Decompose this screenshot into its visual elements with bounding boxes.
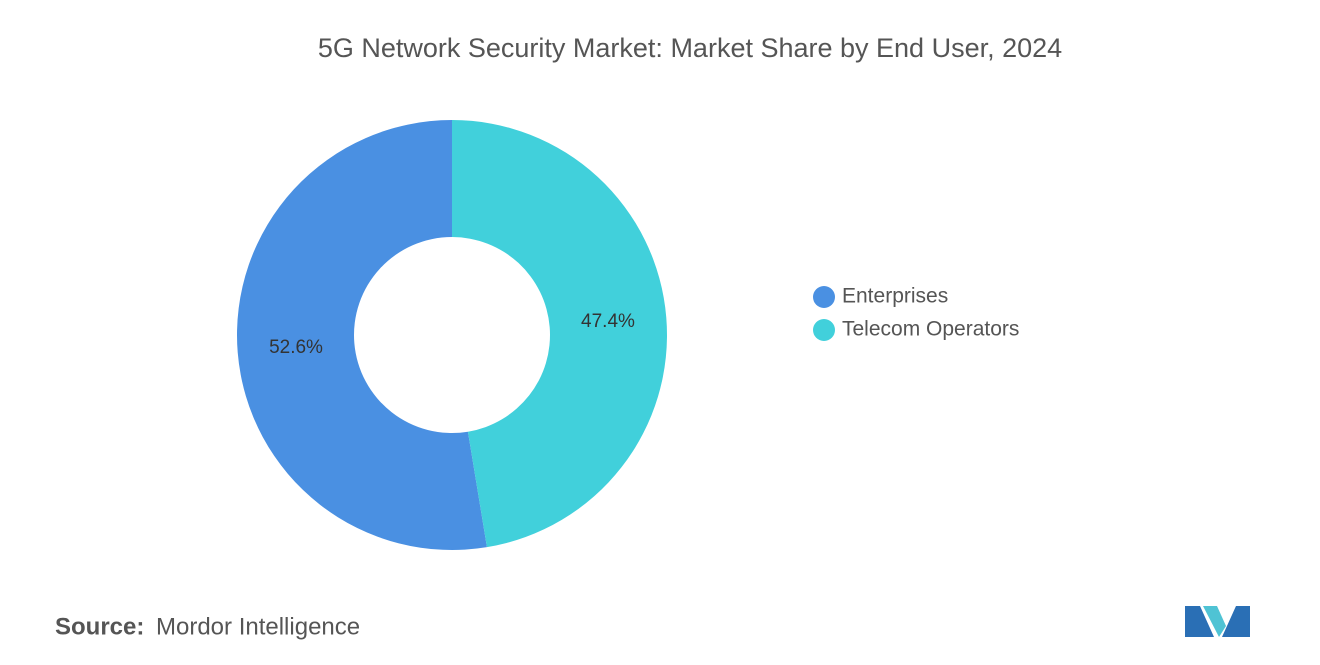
legend-label: Telecom Operators (842, 318, 1019, 341)
legend-label: Enterprises (842, 285, 948, 308)
source-label: Source: (55, 613, 144, 640)
donut-segment (236, 120, 487, 551)
chart-title: 5G Network Security Market: Market Share… (318, 33, 1062, 63)
legend-marker (813, 319, 835, 341)
value-label: 47.4% (581, 311, 635, 332)
value-label: 52.6% (269, 337, 323, 358)
legend: Enterprises Telecom Operators (813, 285, 1019, 341)
logo-shape (1222, 606, 1250, 637)
legend-marker (813, 286, 835, 308)
donut: 52.6% 47.4% (236, 120, 667, 551)
logo-shape (1185, 606, 1214, 637)
source-name: Mordor Intelligence (156, 613, 360, 640)
logo-shape (1203, 606, 1226, 637)
donut-segment (452, 120, 667, 548)
logo (1185, 606, 1250, 637)
